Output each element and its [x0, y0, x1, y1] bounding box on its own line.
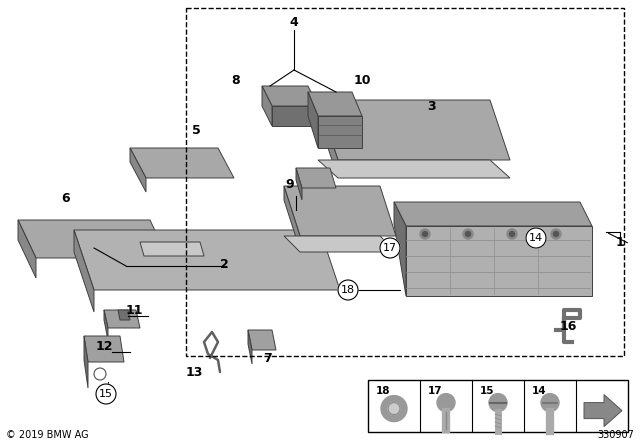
- Text: 15: 15: [480, 386, 495, 396]
- Circle shape: [551, 229, 561, 239]
- Polygon shape: [296, 168, 302, 200]
- Text: 14: 14: [532, 386, 547, 396]
- Polygon shape: [18, 220, 36, 278]
- Circle shape: [381, 396, 407, 422]
- Polygon shape: [318, 100, 338, 178]
- Polygon shape: [308, 92, 362, 116]
- Circle shape: [489, 394, 507, 412]
- Circle shape: [541, 394, 559, 412]
- Polygon shape: [140, 242, 204, 256]
- Text: 17: 17: [383, 243, 397, 253]
- Text: 13: 13: [186, 366, 203, 379]
- Polygon shape: [318, 160, 510, 178]
- Text: 18: 18: [341, 285, 355, 295]
- Text: 4: 4: [290, 16, 298, 29]
- Polygon shape: [284, 236, 396, 252]
- Polygon shape: [84, 336, 88, 388]
- Circle shape: [388, 403, 400, 414]
- Text: 8: 8: [232, 73, 240, 86]
- Text: 9: 9: [285, 177, 294, 190]
- Polygon shape: [104, 310, 140, 328]
- Text: 12: 12: [95, 340, 113, 353]
- Circle shape: [465, 232, 470, 237]
- Text: 7: 7: [264, 352, 273, 365]
- Polygon shape: [272, 106, 318, 126]
- Polygon shape: [284, 186, 300, 250]
- Polygon shape: [74, 230, 94, 312]
- Text: 1: 1: [616, 236, 625, 249]
- Polygon shape: [74, 230, 340, 290]
- Polygon shape: [104, 310, 108, 340]
- Circle shape: [463, 229, 473, 239]
- Text: 17: 17: [428, 386, 443, 396]
- Text: 330907: 330907: [597, 430, 634, 440]
- Polygon shape: [308, 92, 318, 148]
- Text: 14: 14: [529, 233, 543, 243]
- Polygon shape: [248, 330, 252, 364]
- Text: 11: 11: [125, 303, 143, 316]
- Text: 18: 18: [376, 386, 390, 396]
- Text: 6: 6: [61, 191, 70, 204]
- Text: 3: 3: [428, 99, 436, 112]
- Circle shape: [422, 232, 428, 237]
- Text: 10: 10: [353, 73, 371, 86]
- Text: 16: 16: [559, 319, 577, 332]
- Polygon shape: [584, 395, 622, 426]
- Text: 15: 15: [99, 389, 113, 399]
- Circle shape: [509, 232, 515, 237]
- Circle shape: [96, 384, 116, 404]
- Polygon shape: [318, 116, 362, 148]
- Polygon shape: [284, 186, 396, 236]
- Circle shape: [94, 368, 106, 380]
- Polygon shape: [318, 100, 510, 160]
- Circle shape: [338, 280, 358, 300]
- Polygon shape: [394, 202, 406, 296]
- Text: © 2019 BMW AG: © 2019 BMW AG: [6, 430, 88, 440]
- Polygon shape: [18, 220, 168, 258]
- Circle shape: [420, 229, 430, 239]
- Polygon shape: [248, 330, 276, 350]
- Circle shape: [526, 228, 546, 248]
- Polygon shape: [394, 202, 592, 226]
- Polygon shape: [130, 148, 234, 178]
- Text: 5: 5: [191, 124, 200, 137]
- Polygon shape: [296, 168, 336, 188]
- Polygon shape: [406, 226, 592, 296]
- Circle shape: [380, 238, 400, 258]
- Circle shape: [507, 229, 517, 239]
- Circle shape: [554, 232, 559, 237]
- Text: 2: 2: [220, 258, 228, 271]
- Circle shape: [437, 394, 455, 412]
- Polygon shape: [262, 86, 318, 106]
- Polygon shape: [84, 336, 124, 362]
- Polygon shape: [118, 310, 130, 320]
- Bar: [368, 380, 628, 432]
- Bar: [186, 8, 624, 356]
- Polygon shape: [262, 86, 272, 126]
- Polygon shape: [130, 148, 146, 192]
